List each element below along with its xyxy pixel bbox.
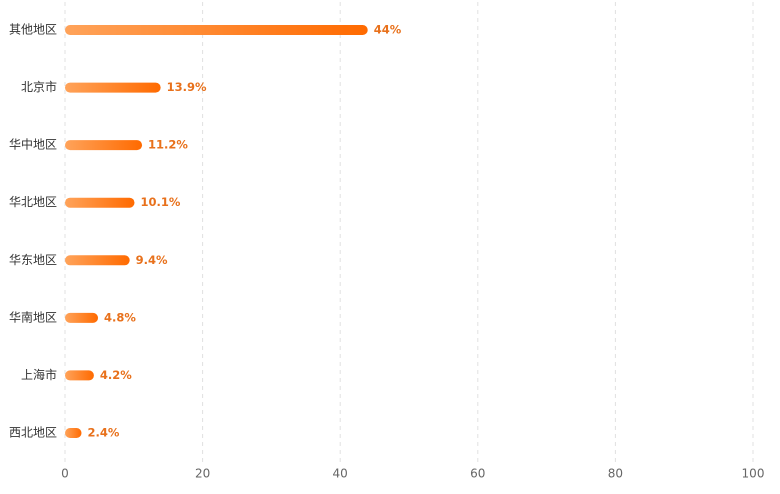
y-tick-label: 上海市 [21,367,57,382]
bar [65,312,99,323]
bar [65,140,143,151]
y-tick-label: 西北地区 [9,425,57,439]
x-tick-label: 40 [333,467,348,481]
x-tick-label: 80 [608,467,623,481]
value-label: 10.1% [140,195,180,209]
value-label: 44% [374,23,402,37]
value-label: 9.4% [136,253,168,267]
value-label: 11.2% [148,138,188,152]
bar [65,255,130,266]
value-label: 2.4% [88,425,120,439]
x-tick-label: 20 [195,467,210,481]
bar [65,82,161,93]
y-tick-label: 华南地区 [9,309,57,324]
y-tick-label: 华北地区 [9,195,57,209]
bar [65,370,94,381]
value-label: 13.9% [167,80,207,94]
x-tick-label: 100 [742,467,765,481]
bar [65,25,368,35]
y-tick-label: 其他地区 [9,23,57,37]
bar [65,427,82,438]
value-label: 4.8% [104,310,136,324]
y-tick-label: 华中地区 [9,137,57,152]
bar [65,197,135,208]
y-tick-label: 华东地区 [9,253,57,267]
value-label: 4.2% [100,368,132,382]
x-tick-label: 0 [61,467,69,481]
y-tick-label: 北京市 [21,79,57,94]
x-tick-label: 60 [470,467,485,481]
